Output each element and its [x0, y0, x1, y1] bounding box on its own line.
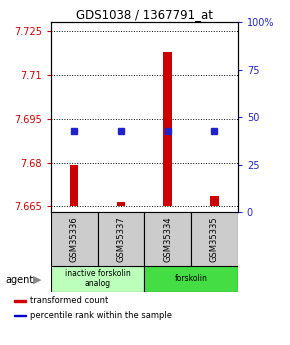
Bar — [117, 202, 125, 206]
Text: GSM35335: GSM35335 — [210, 216, 219, 262]
Text: GSM35334: GSM35334 — [163, 216, 172, 262]
Text: forskolin: forskolin — [175, 274, 207, 283]
Bar — [144, 212, 191, 266]
Text: ▶: ▶ — [33, 275, 42, 285]
Bar — [51, 212, 97, 266]
Bar — [164, 52, 172, 206]
Bar — [70, 166, 78, 206]
Bar — [51, 266, 144, 292]
Bar — [144, 266, 238, 292]
Text: agent: agent — [6, 275, 34, 285]
Bar — [191, 212, 238, 266]
Title: GDS1038 / 1367791_at: GDS1038 / 1367791_at — [76, 8, 213, 21]
Text: GSM35336: GSM35336 — [70, 216, 79, 262]
Bar — [210, 196, 219, 206]
Bar — [14, 315, 26, 316]
Bar — [14, 300, 26, 302]
Bar — [97, 212, 144, 266]
Text: percentile rank within the sample: percentile rank within the sample — [30, 311, 172, 320]
Text: inactive forskolin
analog: inactive forskolin analog — [65, 269, 130, 288]
Text: GSM35337: GSM35337 — [116, 216, 125, 262]
Text: transformed count: transformed count — [30, 296, 108, 305]
